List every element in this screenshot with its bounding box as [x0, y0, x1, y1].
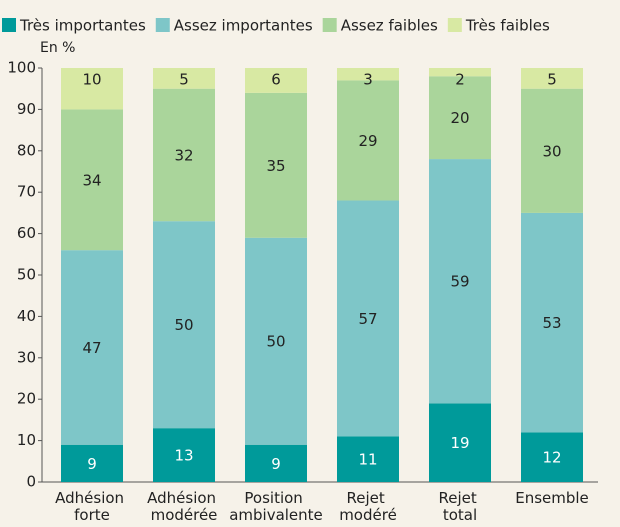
data-label: 53 [542, 314, 561, 332]
legend-swatch [155, 18, 170, 32]
bar-segment [245, 92, 307, 238]
data-label: 57 [358, 310, 377, 328]
x-tick-label: Rejet modéré [339, 489, 397, 524]
bar-segment [153, 221, 215, 429]
data-label: 50 [266, 333, 285, 351]
bar-segment [245, 444, 307, 482]
bar-segment [153, 68, 215, 89]
bar-segment [429, 68, 491, 77]
data-label: 59 [450, 273, 469, 291]
data-label: 30 [542, 142, 561, 160]
bar-segment [521, 68, 583, 89]
x-tick-label: Adhésion forte [55, 489, 129, 524]
bar-segment [337, 68, 399, 81]
legend-label: Assez faibles [341, 17, 438, 35]
data-label: 10 [82, 71, 101, 89]
bar-segment [337, 80, 399, 201]
data-label: 3 [363, 71, 373, 89]
bar-segment [245, 68, 307, 93]
data-label: 20 [450, 109, 469, 127]
x-tick-label: Rejet total [438, 489, 481, 524]
bar-segment [429, 76, 491, 160]
legend-label: Très importantes [19, 17, 146, 35]
data-label: 50 [174, 316, 193, 334]
legend-swatch [322, 18, 337, 32]
data-label: 47 [82, 339, 101, 357]
bar-segment [245, 237, 307, 445]
y-tick-label: 100 [7, 59, 36, 77]
y-tick-label: 60 [17, 224, 36, 242]
y-axis-label: En % [40, 40, 75, 56]
y-tick-label: 10 [17, 431, 36, 449]
bar-segment [61, 444, 123, 482]
bar-segment [61, 68, 123, 110]
bar-segment [521, 432, 583, 482]
bar-segment [337, 436, 399, 482]
legend-swatch [2, 18, 16, 32]
bar-segment [521, 88, 583, 213]
legend-label: Très faibles [465, 17, 550, 35]
legend-swatch [447, 18, 462, 32]
data-label: 13 [174, 447, 193, 465]
x-tick-label: Adhésion modérée [147, 489, 221, 524]
y-tick-label: 80 [17, 141, 36, 159]
y-tick-label: 50 [17, 266, 36, 284]
x-tick-label: Position ambivalente [229, 489, 323, 524]
bar-segment [61, 109, 123, 251]
data-label: 29 [358, 132, 377, 150]
y-tick-label: 70 [17, 183, 36, 201]
bar-segment [337, 200, 399, 437]
data-label: 35 [266, 157, 285, 175]
bar-segment [153, 88, 215, 222]
data-label: 19 [450, 434, 469, 452]
data-label: 5 [547, 71, 557, 89]
x-tick-label: Ensemble [515, 489, 589, 507]
bar-segment [153, 428, 215, 482]
y-tick-label: 40 [17, 307, 36, 325]
y-tick-label: 90 [17, 100, 36, 118]
data-label: 12 [542, 449, 561, 467]
bar-segment [521, 212, 583, 433]
bar-segment [429, 159, 491, 404]
data-label: 34 [82, 171, 101, 189]
data-label: 5 [179, 71, 189, 89]
bar-segment [429, 403, 491, 482]
y-tick-label: 0 [26, 473, 36, 491]
bar-segment [61, 250, 123, 445]
y-tick-label: 30 [17, 348, 36, 366]
y-tick-label: 20 [17, 390, 36, 408]
data-label: 32 [174, 146, 193, 164]
data-label: 6 [271, 71, 281, 89]
data-label: 9 [87, 455, 97, 473]
data-label: 2 [455, 71, 465, 89]
data-label: 9 [271, 455, 281, 473]
data-label: 11 [358, 451, 377, 469]
legend-label: Assez importantes [174, 17, 313, 35]
